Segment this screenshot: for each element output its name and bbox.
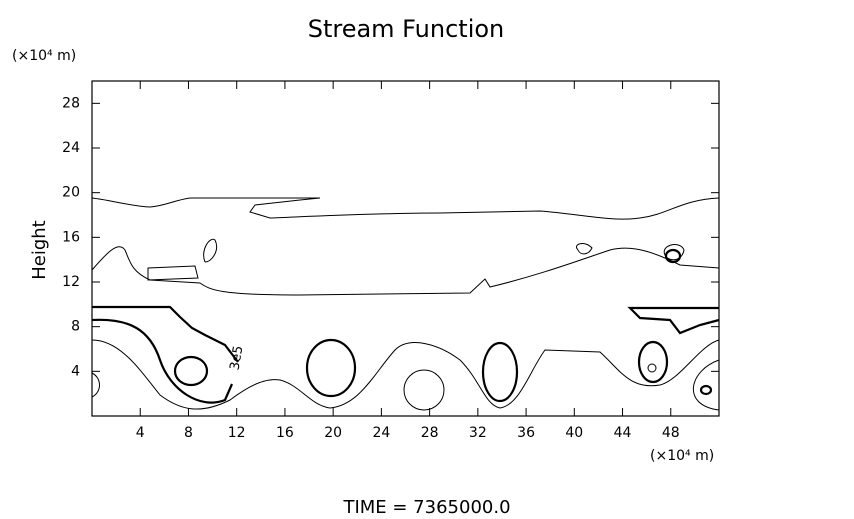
y-tick-label: 24 — [62, 140, 80, 156]
y-unit: (×10⁴ m) — [12, 48, 76, 64]
contour-loop — [647, 363, 657, 373]
x-tick-label: 24 — [372, 425, 390, 441]
contour-label: 3e5 — [227, 345, 246, 372]
y-tick-label: 12 — [62, 274, 80, 290]
x-tick-label: 16 — [276, 425, 294, 441]
y-tick-label: 8 — [71, 319, 80, 335]
contour-line — [91, 318, 234, 404]
contour-loop — [481, 341, 519, 403]
x-tick-label: 44 — [614, 425, 632, 441]
contours — [91, 197, 720, 411]
x-tick-label: 12 — [228, 425, 246, 441]
contour-loop — [664, 248, 682, 264]
contour-line — [91, 359, 720, 411]
y-tick-label: 4 — [71, 363, 80, 379]
contour-line — [627, 306, 720, 335]
y-tick-label: 16 — [62, 229, 80, 245]
x-tick-label: 40 — [565, 425, 583, 441]
contour-line — [91, 246, 720, 296]
y-tick-label: 28 — [62, 95, 80, 111]
x-tick-label: 28 — [421, 425, 439, 441]
x-unit: (×10⁴ m) — [650, 448, 714, 464]
contour-loop — [699, 384, 713, 396]
contour-line — [147, 238, 685, 281]
y-axis-label: Height — [29, 220, 50, 280]
chart-title: Stream Function — [308, 15, 505, 43]
contour-line — [92, 305, 239, 363]
contour-line — [91, 197, 720, 220]
x-tick-label: 36 — [517, 425, 535, 441]
contour-line — [91, 339, 720, 410]
plot-frame — [91, 80, 720, 417]
contour-loop — [173, 355, 209, 387]
contour-loop — [403, 369, 445, 411]
contour-loop — [637, 340, 669, 384]
x-tick-label: 4 — [136, 425, 145, 441]
footer-time: TIME = 7365000.0 — [342, 497, 510, 518]
x-tick-label: 8 — [184, 425, 193, 441]
x-tick-label: 48 — [662, 425, 680, 441]
contour-loop — [305, 338, 357, 398]
x-tick-label: 20 — [324, 425, 342, 441]
x-tick-label: 32 — [469, 425, 487, 441]
y-tick-label: 20 — [62, 185, 80, 201]
